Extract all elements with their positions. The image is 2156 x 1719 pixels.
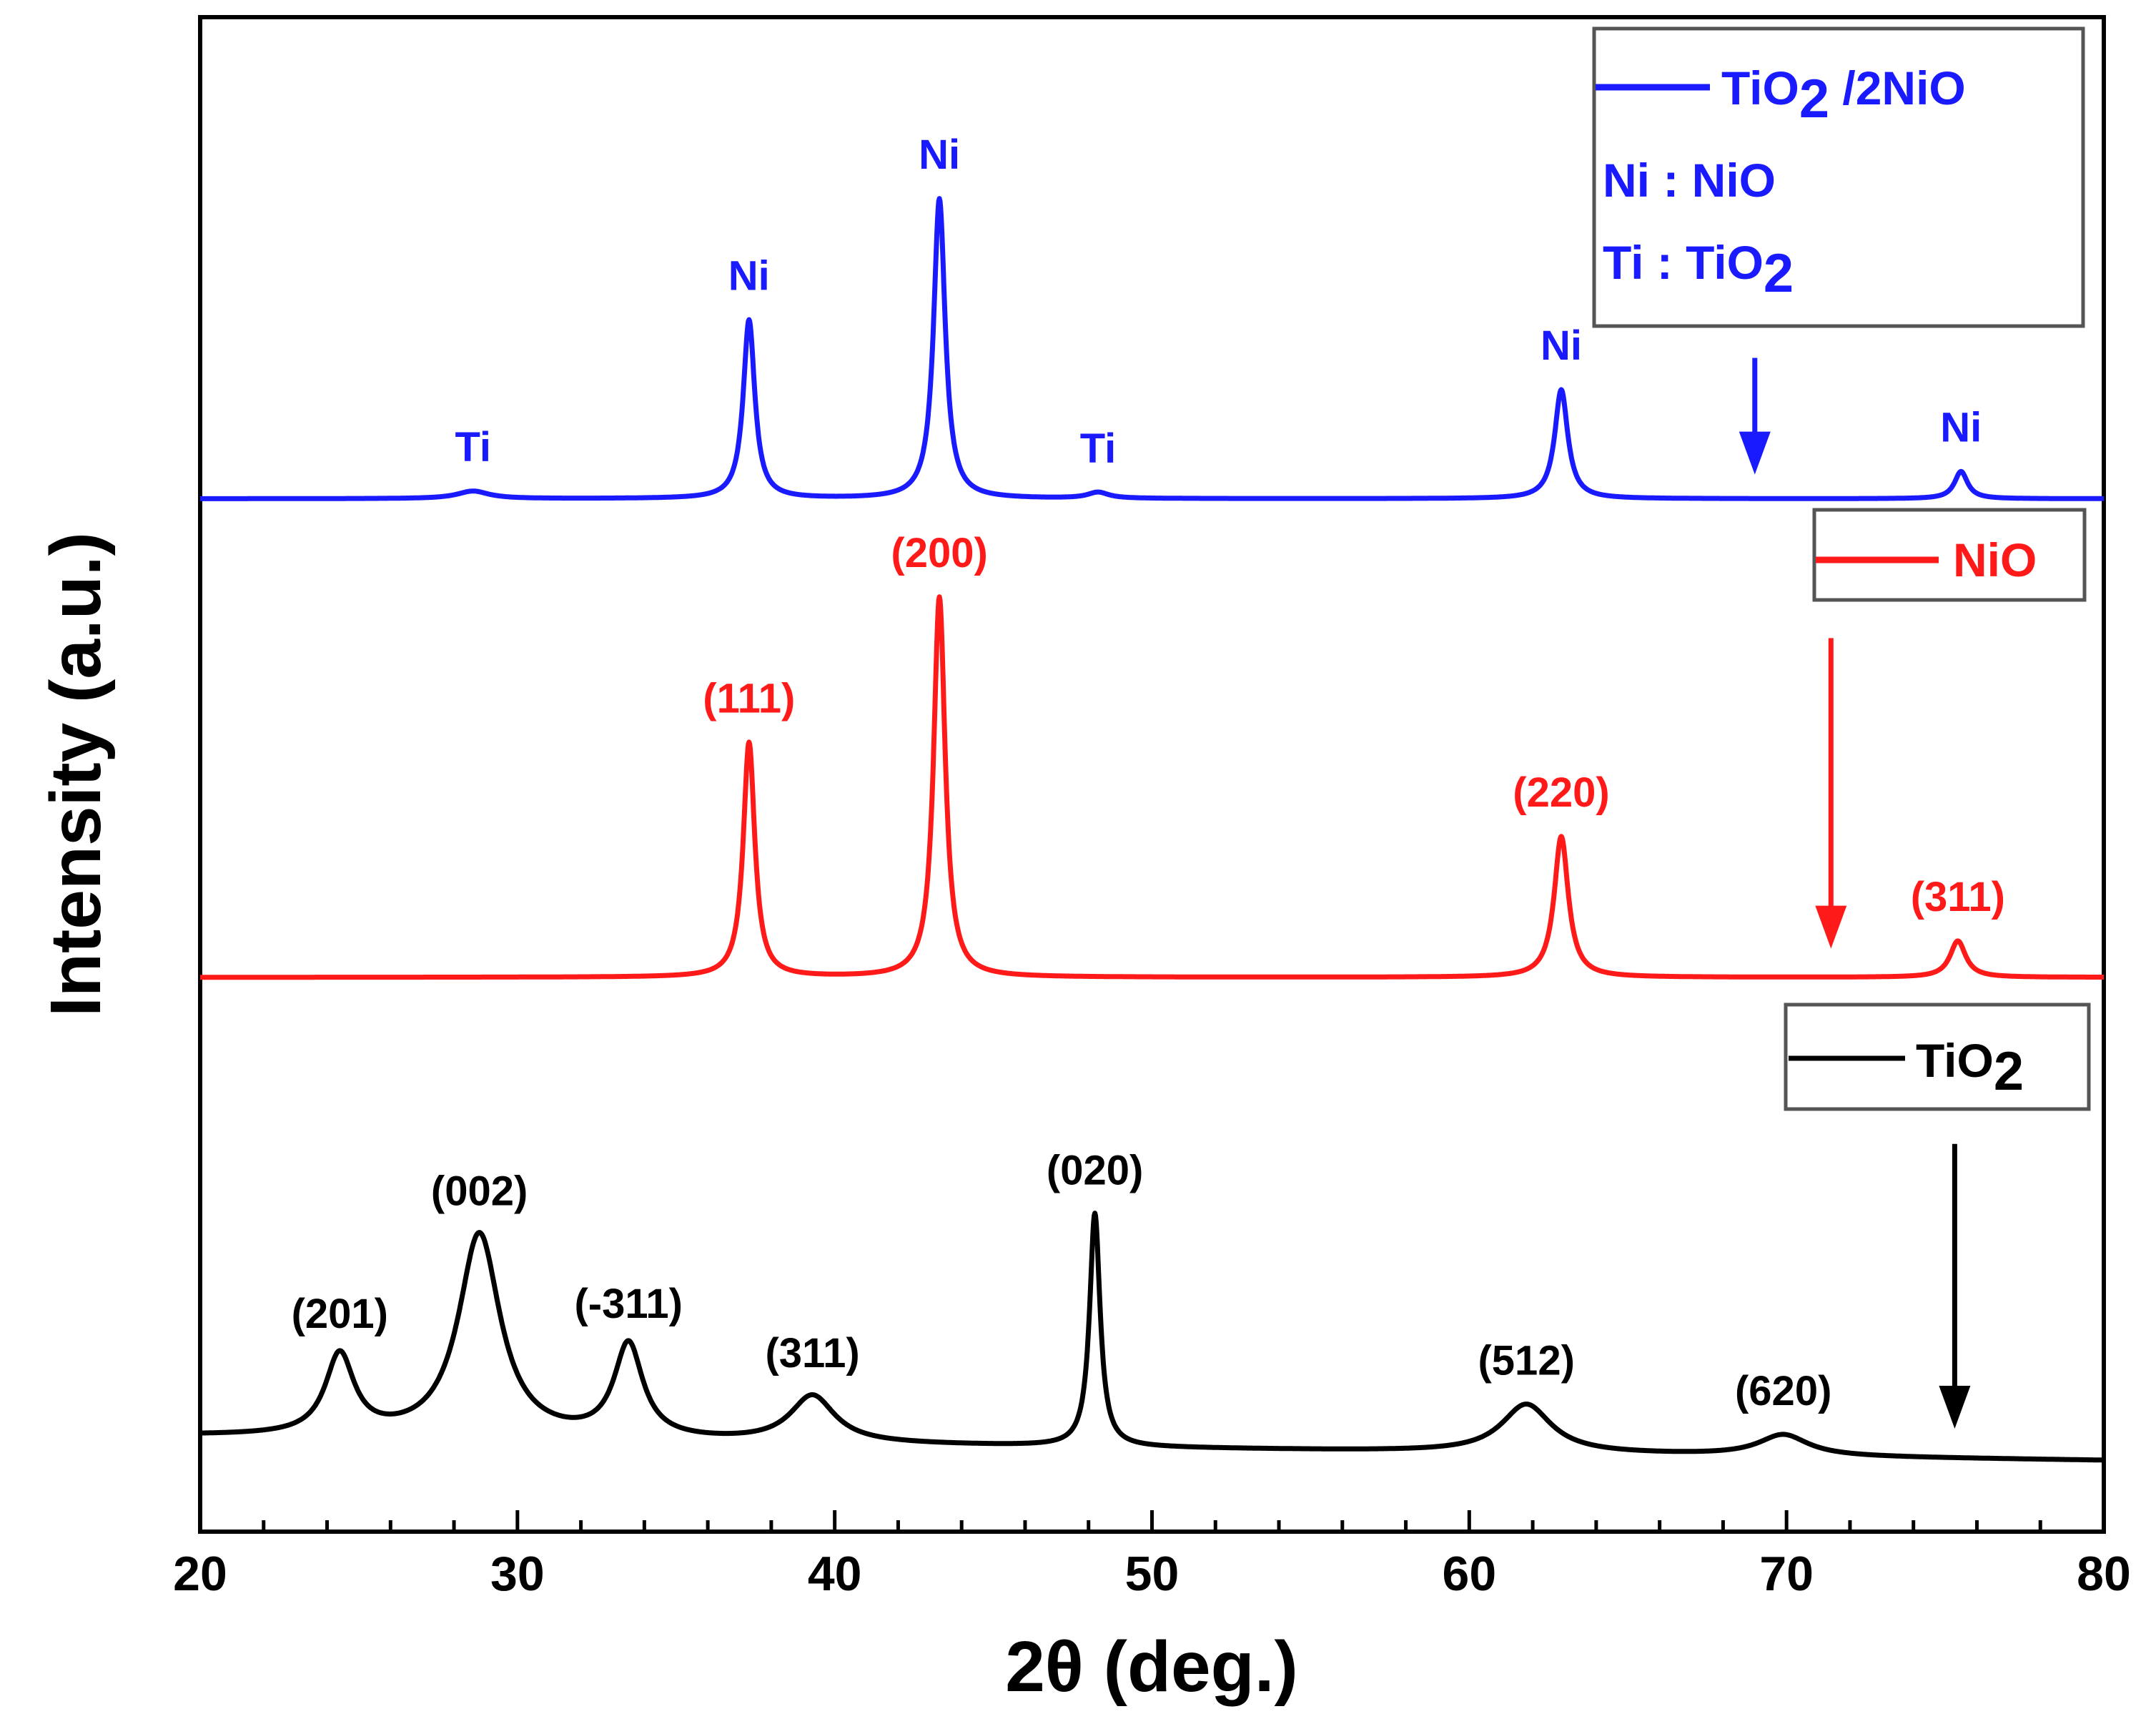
arrow-head-1 — [1815, 905, 1847, 949]
peak-labels: Ti Ni Ni Ti Ni Ni (111) (200) (220) (311) (201) (00… — [292, 132, 2005, 1414]
x-tick-label-40: 40 — [808, 1547, 862, 1601]
x-axis-title: 2θ (deg.) — [1005, 1627, 1298, 1707]
peak-label-tio2-4: (020) — [1047, 1147, 1143, 1193]
peak-label-tio2_nio-2: Ni — [919, 132, 960, 178]
legend-nio: NiO — [1812, 508, 2087, 602]
peak-label-tio2-1: (002) — [431, 1168, 528, 1215]
peak-label-tio2_nio-1: Ni — [728, 253, 770, 300]
peak-label-nio-2: (220) — [1513, 769, 1609, 816]
legend-note-ni: Ni : NiO — [1603, 154, 1776, 207]
arrow-head-0 — [1739, 431, 1771, 475]
peak-label-tio2-5: (512) — [1478, 1337, 1574, 1384]
peak-label-nio-3: (311) — [1911, 874, 2005, 920]
series-line-nio — [198, 594, 2106, 980]
peak-label-tio2_nio-4: Ni — [1541, 322, 1582, 369]
x-tick-label-20: 20 — [173, 1547, 227, 1601]
peak-label-nio-0: (111) — [703, 676, 795, 722]
x-tick-label-60: 60 — [1443, 1547, 1497, 1601]
series-line-tio2_nio — [198, 196, 2106, 501]
x-ticks: 20 30 40 50 60 70 80 — [173, 1510, 2131, 1601]
legend-label-tio2-nio: TiO2​ /2NiO — [1721, 61, 1966, 129]
x-tick-label-80: 80 — [2077, 1547, 2131, 1601]
legend-label-nio: NiO — [1953, 533, 2037, 586]
peak-label-tio2-3: (311) — [765, 1330, 859, 1376]
arrow-0 — [1739, 358, 1771, 475]
peak-label-tio2-2: (-311) — [574, 1281, 683, 1327]
peak-label-tio2-0: (201) — [292, 1291, 388, 1337]
peak-label-nio-1: (200) — [891, 530, 987, 576]
series-line-tio2 — [198, 1211, 2106, 1463]
legend-tio2: TiO2​ — [1784, 1003, 2091, 1111]
peak-label-tio2-6: (620) — [1735, 1368, 1831, 1414]
peak-label-tio2_nio-5: Ni — [1940, 404, 1982, 450]
x-tick-label-30: 30 — [490, 1547, 545, 1601]
legend-note-ti: Ti : TiO2​ — [1603, 236, 1794, 304]
arrow-2 — [1939, 1143, 1971, 1429]
arrow-1 — [1815, 638, 1847, 949]
peak-label-tio2_nio-3: Ti — [1080, 425, 1117, 472]
legend-label-tio2: TiO2​ — [1916, 1034, 2024, 1102]
legend-box-nio — [1812, 508, 2087, 602]
arrows — [1739, 358, 1971, 1429]
peak-label-tio2_nio-0: Ti — [455, 424, 491, 471]
traces — [198, 196, 2106, 1463]
legend-tio2-nio: TiO2​ /2NiO Ni : NiO Ti : TiO2​ — [1592, 26, 2085, 328]
x-tick-label-70: 70 — [1759, 1547, 1814, 1601]
y-axis-title: Intensity (a.u.) — [36, 532, 116, 1017]
x-tick-label-50: 50 — [1125, 1547, 1180, 1601]
arrow-head-2 — [1939, 1385, 1971, 1429]
legend-box-tio2-nio — [1592, 26, 2085, 328]
